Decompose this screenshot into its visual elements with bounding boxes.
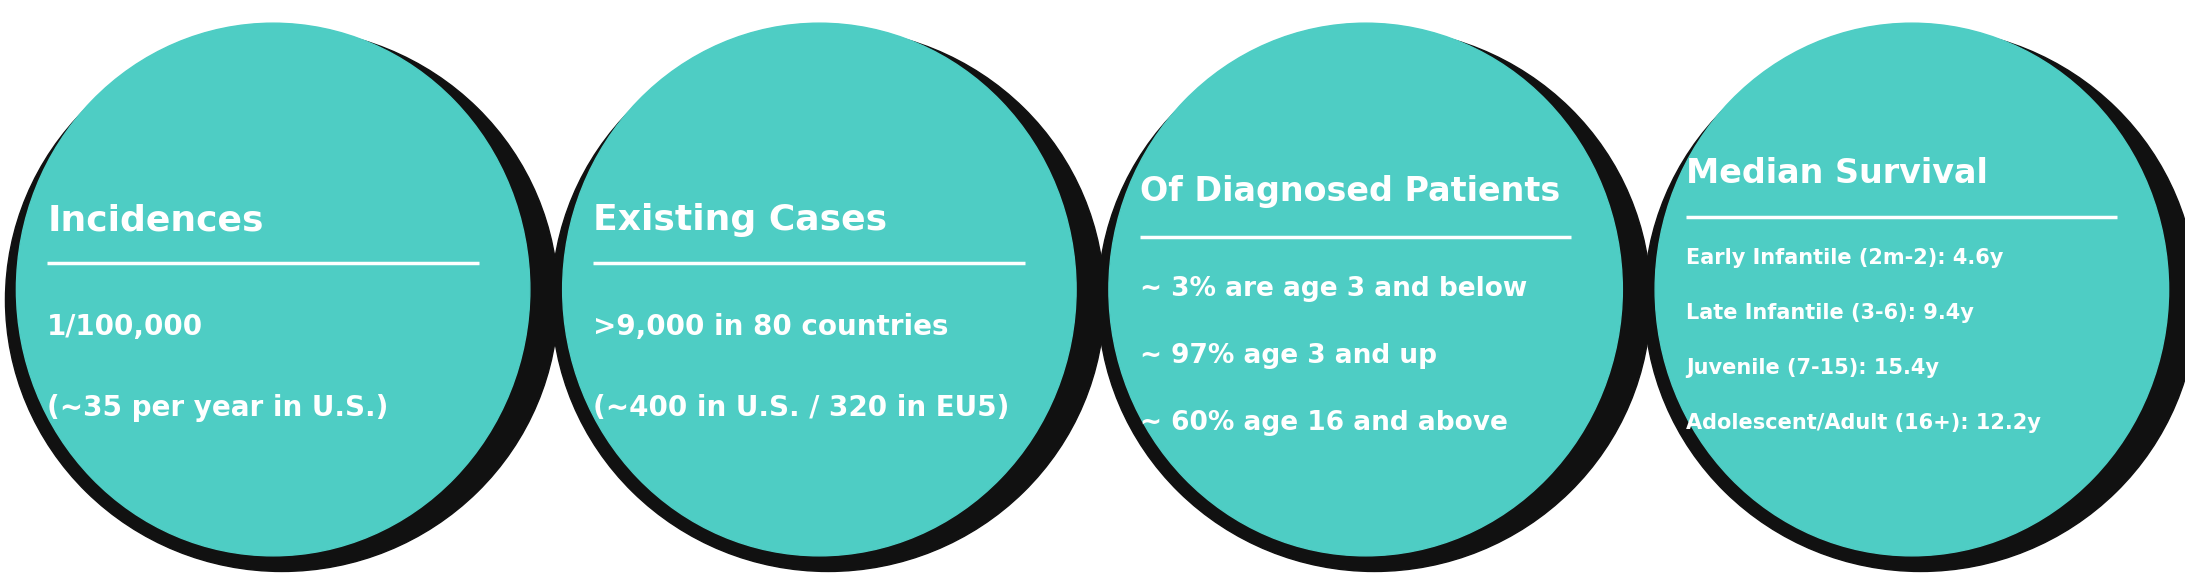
Text: ~ 60% age 16 and above: ~ 60% age 16 and above <box>1141 410 1508 435</box>
Text: Early Infantile (2m-2): 4.6y: Early Infantile (2m-2): 4.6y <box>1687 248 2004 267</box>
Ellipse shape <box>1108 23 1621 556</box>
Ellipse shape <box>1645 28 2185 571</box>
Text: >9,000 in 80 countries: >9,000 in 80 countries <box>594 313 948 341</box>
Text: ~ 3% are age 3 and below: ~ 3% are age 3 and below <box>1141 277 1527 302</box>
Text: Of Diagnosed Patients: Of Diagnosed Patients <box>1141 175 1560 207</box>
Text: Incidences: Incidences <box>48 203 264 237</box>
Text: 1/100,000: 1/100,000 <box>48 313 203 341</box>
Text: Existing Cases: Existing Cases <box>594 203 887 237</box>
Text: ~ 97% age 3 and up: ~ 97% age 3 and up <box>1141 343 1438 369</box>
Text: Median Survival: Median Survival <box>1687 157 1988 190</box>
Text: (~400 in U.S. / 320 in EU5): (~400 in U.S. / 320 in EU5) <box>594 394 1009 422</box>
Ellipse shape <box>1099 28 1652 571</box>
Ellipse shape <box>1656 23 2170 556</box>
Text: (~35 per year in U.S.): (~35 per year in U.S.) <box>48 394 389 422</box>
Text: Adolescent/Adult (16+): 12.2y: Adolescent/Adult (16+): 12.2y <box>1687 413 2041 433</box>
Text: Late Infantile (3-6): 9.4y: Late Infantile (3-6): 9.4y <box>1687 303 1973 323</box>
Ellipse shape <box>7 28 559 571</box>
Text: Juvenile (7-15): 15.4y: Juvenile (7-15): 15.4y <box>1687 358 1938 378</box>
Ellipse shape <box>564 23 1075 556</box>
Ellipse shape <box>15 23 529 556</box>
Ellipse shape <box>553 28 1103 571</box>
